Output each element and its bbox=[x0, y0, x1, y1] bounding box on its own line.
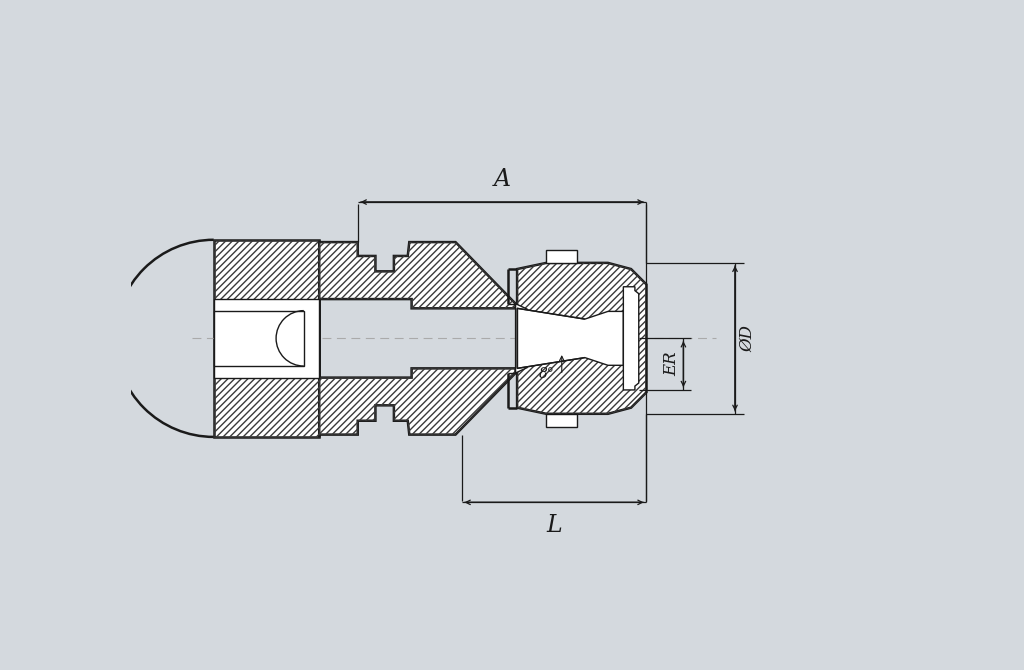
Polygon shape bbox=[547, 414, 578, 427]
Polygon shape bbox=[214, 299, 319, 378]
Text: A: A bbox=[494, 168, 511, 191]
Polygon shape bbox=[624, 287, 639, 390]
Text: ØD: ØD bbox=[739, 325, 756, 352]
Polygon shape bbox=[517, 263, 646, 414]
Polygon shape bbox=[515, 304, 527, 373]
Polygon shape bbox=[517, 308, 624, 368]
Polygon shape bbox=[547, 250, 578, 263]
Polygon shape bbox=[214, 240, 319, 437]
Text: 8°: 8° bbox=[539, 367, 555, 381]
Polygon shape bbox=[319, 242, 515, 435]
Text: L: L bbox=[546, 514, 562, 537]
Polygon shape bbox=[214, 311, 304, 366]
Text: ER: ER bbox=[664, 352, 680, 377]
